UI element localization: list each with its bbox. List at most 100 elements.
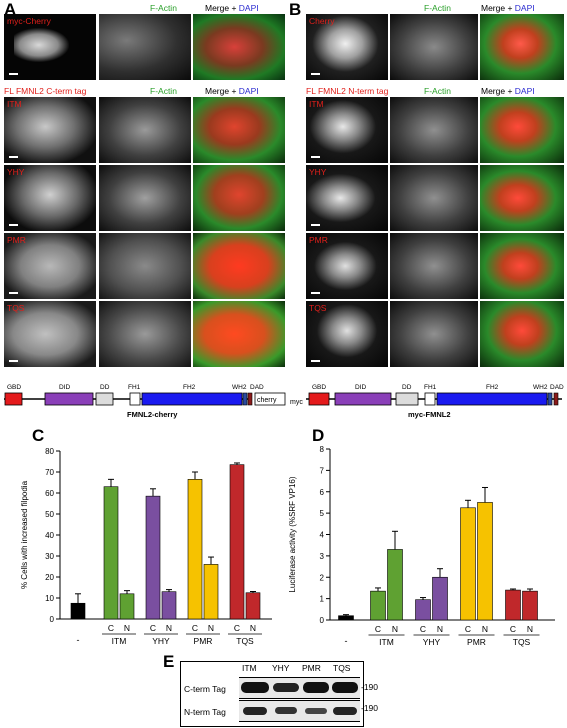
y-tick-label: 30: [45, 552, 54, 561]
micrograph-b-tqs-factin: [390, 301, 478, 367]
panel-a-col-header-merge: Merge + DAPI: [205, 3, 259, 13]
bar-yhy-c: [145, 495, 161, 620]
domain-wh2-b: [547, 392, 553, 406]
x-group-label: PMR: [194, 636, 213, 646]
micrograph-label: Cherry: [309, 16, 335, 26]
domain-label-gbd-a: GBD: [7, 384, 21, 391]
x-group-label: YHY: [423, 637, 441, 647]
domain-dad-a: [247, 392, 253, 406]
micrograph-b-factin: [390, 14, 478, 80]
x-label-control: -: [345, 636, 348, 646]
bar-pmr-n: [203, 564, 219, 620]
y-tick-label: 0: [50, 615, 55, 624]
domain-fh1-a: [129, 392, 141, 406]
western-blot-frame: [180, 661, 364, 727]
panel-a-col-header-factin-2: F-Actin: [150, 86, 177, 96]
micrograph-b-yhy-factin: [390, 165, 478, 231]
micrograph-b-cherry: Cherry: [306, 14, 388, 80]
y-tick-label: 6: [320, 488, 325, 497]
y-tick-label: 80: [45, 447, 54, 456]
blot-band: [241, 682, 269, 693]
micrograph-a-cherry: myc-Cherry: [4, 14, 96, 80]
domain-fh1-b: [424, 392, 436, 406]
bar-pmr-c: [460, 507, 476, 621]
micrograph-a-factin: [99, 14, 191, 80]
domain-dd-a: [95, 392, 114, 406]
blot-col-label: ITM: [242, 663, 257, 673]
micrograph-a-tqs-gray: TQS: [4, 301, 96, 367]
bar-tqs-n: [245, 592, 261, 620]
bar-control: [338, 615, 354, 621]
y-tick-label: 7: [320, 466, 325, 475]
domain-label-cherry-a: cherry: [257, 397, 277, 404]
micrograph-a-yhy-factin: [99, 165, 191, 231]
chart-d-luciferase: 0 1 2 3 4 5 6 7 8 Luciferase activity (%SRF VP16)…: [288, 445, 555, 647]
domain-fh2-b: [436, 392, 548, 406]
micrograph-a-tqs-factin: [99, 301, 191, 367]
bar-tqs-c: [505, 589, 521, 621]
blot-band: [243, 707, 267, 715]
bar-yhy-n: [161, 591, 177, 620]
blot-strip-nterm: [239, 700, 360, 722]
micrograph-label: myc-Cherry: [7, 16, 51, 26]
blot-col-label: YHY: [272, 663, 290, 673]
y-tick-label: 40: [45, 531, 54, 540]
blot-row-label-nterm: N-term Tag: [184, 707, 226, 717]
micrograph-a-itm-gray: ITM: [4, 97, 96, 163]
domain-label-did-a: DID: [59, 384, 71, 391]
bar-control: [70, 602, 86, 620]
x-sub-label: C: [108, 623, 114, 633]
micrograph-a-yhy-merge: [193, 165, 285, 231]
domain-cherry-a: [254, 392, 286, 406]
domain-did-b: [334, 392, 392, 406]
panel-a-col-header-merge-2: Merge + DAPI: [205, 86, 259, 96]
panel-letter-e: E: [163, 652, 175, 671]
panel-b-col-header-merge-2: Merge + DAPI: [481, 86, 535, 96]
y-tick-label: 8: [320, 445, 325, 454]
domain-gbd-b: [308, 392, 330, 406]
x-sub-label: N: [527, 624, 533, 634]
domain-dad-b: [553, 392, 559, 406]
x-sub-label: N: [392, 624, 398, 634]
micrograph-a-pmr-gray: PMR: [4, 233, 96, 299]
construct-diagram-fmnl2-cherry: GBD DID DD FH1 FH2 WH2 DAD cherry FMNL2-…: [4, 384, 286, 419]
y-tick-label: 1: [320, 595, 325, 604]
bar-yhy-n: [432, 576, 448, 621]
micrograph-b-yhy-gray: YHY: [306, 165, 388, 231]
x-sub-label: C: [510, 624, 516, 634]
y-axis-label: % Cells with increased filpodia: [20, 480, 29, 589]
micrograph-b-itm-merge: [480, 97, 564, 163]
domain-label-dd-a: DD: [100, 384, 110, 391]
x-sub-label: N: [482, 624, 488, 634]
micrograph-b-merge: [480, 14, 564, 80]
x-sub-label: C: [192, 623, 198, 633]
bar-itm-n: [387, 549, 403, 621]
x-group-label: ITM: [379, 637, 394, 647]
micrograph-a-itm-factin: [99, 97, 191, 163]
domain-gbd-a: [4, 392, 23, 406]
blot-band: [275, 707, 297, 714]
bar-itm-c: [103, 486, 119, 620]
panel-b-col-header-factin-2: F-Actin: [424, 86, 451, 96]
x-group-label: YHY: [152, 636, 170, 646]
micrograph-a-itm-merge: [193, 97, 285, 163]
bar-itm-c: [370, 590, 386, 621]
panel-a-section-title: FL FMNL2 C-term tag: [4, 86, 87, 96]
y-tick-label: 60: [45, 489, 54, 498]
micrograph-b-itm-gray: ITM: [306, 97, 388, 163]
chart-c-filopodia: 0 10 20 30 40 50 60 70 80 % Cells with increased …: [20, 447, 272, 646]
x-sub-label: C: [150, 623, 156, 633]
bar-pmr-n: [477, 502, 493, 621]
y-tick-label: 50: [45, 510, 54, 519]
construct-name-a: FMNL2-cherry: [127, 410, 178, 419]
y-tick-label: 70: [45, 468, 54, 477]
x-sub-label: C: [234, 623, 240, 633]
panel-b-col-header-merge: Merge + DAPI: [481, 3, 535, 13]
blot-row-label-cterm: C-term Tag: [184, 684, 226, 694]
construct-diagram-myc-fmnl2: myc GBD DID DD FH1 FH2 WH2 DAD myc-FMNL2: [290, 384, 564, 419]
domain-label-fh1-a: FH1: [128, 384, 141, 391]
micrograph-b-pmr-factin: [390, 233, 478, 299]
x-sub-label: C: [420, 624, 426, 634]
y-tick-label: 0: [320, 616, 325, 625]
blot-col-label: TQS: [333, 663, 351, 673]
